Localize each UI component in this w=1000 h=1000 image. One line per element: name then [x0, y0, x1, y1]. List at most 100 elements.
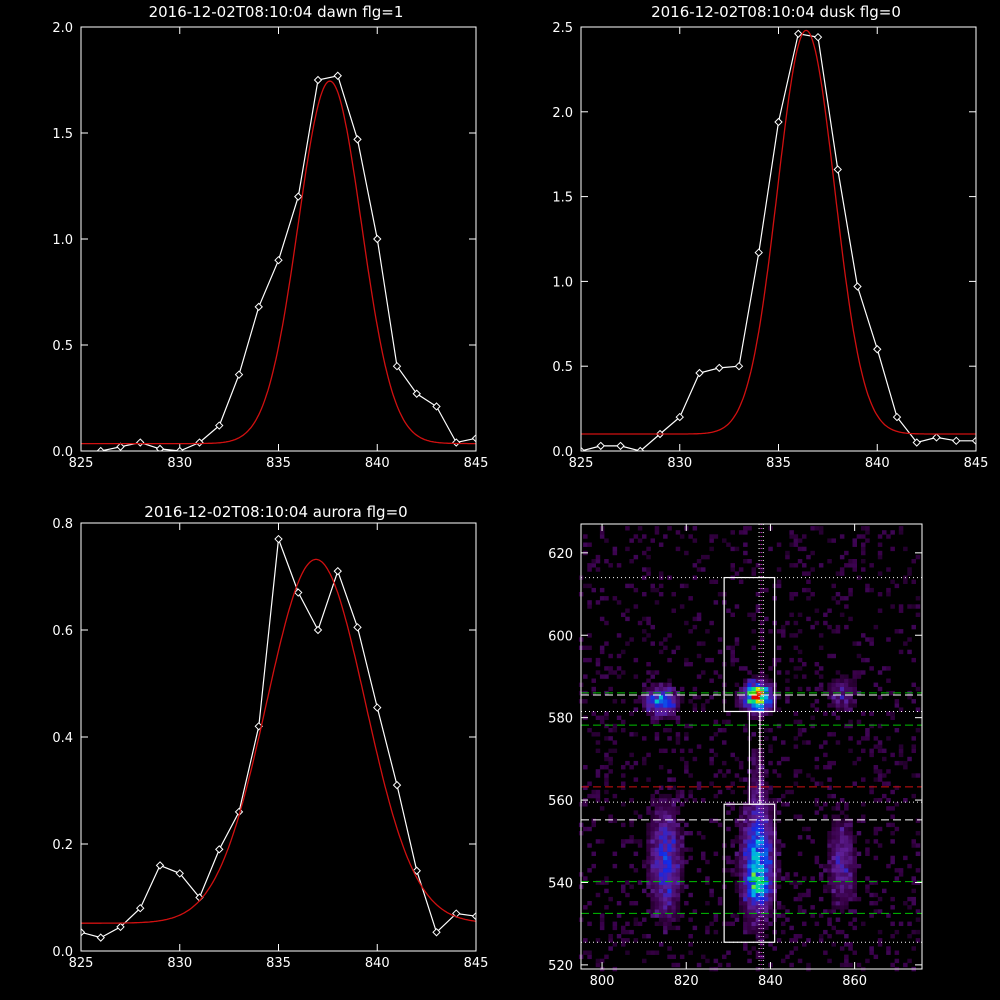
image-pixel: [743, 909, 748, 914]
image-pixel: [633, 901, 639, 906]
image-pixel: [633, 699, 639, 704]
image-pixel: [709, 579, 714, 585]
image-pixel: [755, 765, 761, 770]
image-pixel: [768, 707, 773, 712]
image-pixel: [759, 715, 765, 721]
image-pixel: [608, 736, 613, 741]
image-pixel: [776, 645, 782, 651]
image-pixel: [751, 781, 757, 786]
image-pixel: [835, 826, 841, 832]
image-pixel: [709, 546, 714, 552]
data-point: [952, 436, 961, 446]
image-pixel: [608, 748, 613, 754]
image-pixel: [738, 901, 744, 906]
image-pixel: [865, 884, 870, 889]
image-pixel: [743, 868, 748, 873]
image-pixel: [667, 925, 672, 931]
image-pixel: [768, 695, 773, 700]
image-pixel: [776, 876, 782, 881]
image-pixel: [679, 802, 685, 807]
image-pixel: [738, 530, 744, 535]
image-pixel: [650, 896, 656, 902]
image-pixel: [848, 835, 853, 840]
image-pixel: [738, 579, 744, 585]
image-pixel: [684, 620, 689, 626]
image-pixel: [646, 892, 651, 898]
image-pixel: [844, 550, 849, 556]
x-tick-label: 825: [69, 956, 94, 971]
image-pixel: [650, 905, 656, 910]
image-pixel: [642, 575, 647, 580]
image-pixel: [658, 822, 664, 828]
image-pixel: [856, 818, 862, 824]
image-pixel: [848, 826, 853, 832]
image-pixel: [835, 835, 841, 840]
image-pixel: [738, 814, 744, 819]
image-pixel: [612, 728, 618, 733]
image-pixel: [797, 934, 803, 939]
image-pixel: [768, 921, 773, 927]
image-pixel: [743, 690, 748, 696]
image-pixel: [827, 880, 832, 885]
image-pixel: [717, 649, 723, 655]
image-pixel: [827, 921, 832, 927]
image-pixel: [671, 925, 677, 931]
image-pixel: [818, 934, 824, 939]
image-pixel: [667, 818, 672, 824]
image-pixel: [827, 703, 832, 708]
image-pixel: [629, 798, 634, 803]
image-pixel: [654, 884, 660, 889]
image-pixel: [667, 917, 672, 922]
image-pixel: [675, 826, 681, 832]
image-pixel: [671, 695, 677, 700]
image-pixel: [759, 798, 765, 803]
image-pixel: [608, 896, 613, 902]
image-pixel: [646, 752, 651, 758]
image-pixel: [835, 888, 841, 894]
image-pixel: [743, 863, 748, 869]
image-pixel: [755, 604, 761, 609]
image-pixel: [671, 690, 677, 696]
image-pixel: [663, 711, 668, 716]
image-pixel: [591, 863, 597, 869]
image-pixel: [827, 855, 832, 861]
image-pixel: [768, 748, 773, 754]
image-pixel: [755, 592, 761, 597]
image-pixel: [688, 773, 693, 778]
image-pixel: [595, 798, 601, 803]
image-pixel: [861, 802, 866, 807]
image-pixel: [734, 880, 740, 885]
image-pixel: [679, 583, 685, 589]
image-pixel: [709, 695, 714, 700]
image-pixel: [907, 958, 912, 964]
image-pixel: [848, 682, 853, 688]
image-pixel: [747, 843, 752, 848]
image-pixel: [743, 855, 748, 861]
image-pixel: [688, 748, 693, 754]
image-pixel: [587, 657, 592, 663]
image-pixel: [734, 641, 740, 646]
image-pixel: [835, 822, 841, 828]
image-pixel: [755, 810, 761, 815]
image-pixel: [827, 686, 832, 692]
image-pixel: [856, 740, 862, 745]
image-pixel: [882, 530, 887, 535]
image-pixel: [688, 629, 693, 634]
image-pixel: [764, 810, 769, 815]
data-point: [313, 75, 323, 85]
image-pixel: [658, 884, 664, 889]
image-pixel: [751, 872, 757, 877]
image-pixel: [747, 896, 752, 902]
image-pixel: [730, 872, 736, 877]
image-pixel: [709, 892, 714, 898]
image-pixel: [633, 921, 639, 927]
image-pixel: [684, 723, 689, 729]
image-pixel: [852, 863, 858, 869]
image-pixel: [663, 855, 668, 861]
image-pixel: [650, 859, 656, 865]
image-pixel: [886, 863, 891, 869]
image-pixel: [675, 703, 681, 708]
image-pixel: [764, 901, 769, 906]
image-pixel: [658, 905, 664, 910]
image-pixel: [625, 616, 630, 622]
